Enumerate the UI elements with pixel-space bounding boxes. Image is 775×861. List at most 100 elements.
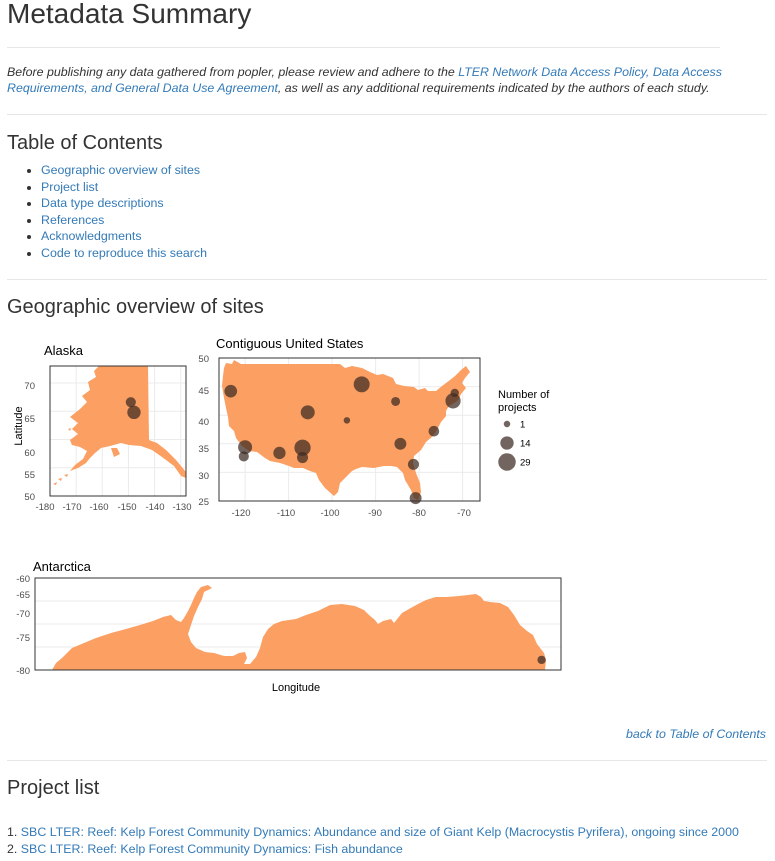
site-point: [224, 384, 238, 398]
y-tick-label: 50: [24, 492, 35, 503]
y-tick-label: 60: [24, 448, 35, 459]
x-tick-label: -170: [62, 502, 81, 513]
us-site-points: [224, 376, 461, 505]
antarctica-panel-border: [34, 577, 562, 671]
project-number: 1.: [7, 825, 18, 839]
x-axis-label: Longitude: [272, 682, 320, 694]
x-tick-label: -110: [277, 508, 295, 519]
y-tick-label: -75: [16, 633, 30, 644]
site-point: [238, 451, 249, 462]
site-point: [407, 458, 419, 470]
x-tick-label: -120: [231, 508, 250, 519]
toc-link-geographic-overview[interactable]: Geographic overview of sites: [41, 163, 201, 177]
y-tick-label: 40: [198, 417, 209, 428]
legend-key-circle: [498, 453, 516, 471]
size-legend: Number of projects 1 14 29: [498, 389, 550, 471]
y-tick-label: 70: [24, 381, 35, 392]
toc-item: Code to reproduce this search: [41, 245, 207, 262]
legend-title-line-1: Number of: [498, 389, 550, 401]
site-map-figure: Alaska 70 65 60 55 50 -180 -170 -160 -15…: [13, 336, 562, 694]
site-point: [294, 439, 311, 456]
toc-link-data-type-descriptions[interactable]: Data type descriptions: [41, 196, 164, 211]
y-axis-label: Latitude: [13, 406, 25, 445]
x-tick-label: -150: [117, 502, 136, 513]
legend-key-circle: [500, 436, 514, 450]
site-point: [391, 396, 401, 406]
site-point: [353, 376, 370, 393]
toc-list: Geographic overview of sites Project lis…: [18, 162, 207, 262]
us-panel-border: [218, 357, 481, 502]
project-number: 2.: [7, 842, 18, 856]
lter-policy-link[interactable]: LTER Network Data Access Policy, Data Ac…: [7, 65, 722, 95]
x-tick-label: -180: [35, 502, 54, 513]
site-point: [537, 655, 546, 665]
y-tick-label: 50: [198, 354, 209, 365]
intro-text-before: Before publishing any data gathered from…: [7, 65, 459, 79]
y-tick-label: 45: [198, 386, 209, 397]
x-tick-label: -100: [320, 508, 339, 519]
legend-key-circle: [503, 420, 511, 428]
project-list-item: 1. SBC LTER: Reef: Kelp Forest Community…: [7, 824, 739, 841]
geo-divider: [7, 760, 767, 761]
legend-key-label: 14: [520, 439, 531, 450]
us-panel-title: Contiguous United States: [216, 336, 364, 351]
antarctica-site-points: [537, 655, 546, 665]
intro-paragraph: Before publishing any data gathered from…: [7, 64, 747, 96]
toc-item: Acknowledgments: [41, 228, 207, 245]
toc-link-code[interactable]: Code to reproduce this search: [41, 245, 207, 260]
site-point: [238, 440, 253, 455]
y-tick-label: 25: [198, 497, 209, 508]
site-point: [445, 393, 461, 409]
toc-link-project-list[interactable]: Project list: [41, 179, 99, 194]
legend-title-line-2: projects: [498, 402, 537, 414]
x-tick-label: -80: [412, 508, 426, 519]
y-tick-label: 55: [24, 470, 35, 481]
site-point: [394, 437, 407, 450]
title-divider: [7, 47, 720, 48]
intro-divider: [7, 114, 767, 115]
x-tick-label: -160: [89, 502, 108, 513]
toc-link-references[interactable]: References: [41, 212, 105, 227]
site-point: [273, 446, 286, 460]
y-tick-label: 30: [198, 471, 209, 482]
y-tick-label: 35: [198, 444, 209, 455]
y-tick-label: -80: [16, 666, 30, 677]
toc-divider: [7, 279, 767, 280]
alaska-site-points: [125, 397, 141, 420]
site-point: [125, 397, 136, 408]
x-tick-label: -70: [457, 508, 471, 519]
geo-heading: Geographic overview of sites: [7, 296, 264, 318]
legend-keys: 1 14 29: [498, 420, 531, 471]
alaska-land: [53, 366, 186, 485]
antarctica-land: [52, 585, 546, 670]
intro-text-after: , as well as any additional requirements…: [277, 81, 710, 95]
project-list-item: 2. SBC LTER: Reef: Kelp Forest Community…: [7, 841, 739, 858]
back-to-toc-link[interactable]: back to Table of Contents: [625, 727, 766, 741]
project-link[interactable]: SBC LTER: Reef: Kelp Forest Community Dy…: [20, 842, 403, 856]
site-point: [343, 417, 351, 424]
y-tick-label: -70: [16, 609, 30, 620]
project-list-heading: Project list: [7, 777, 100, 799]
project-link[interactable]: SBC LTER: Reef: Kelp Forest Community Dy…: [20, 825, 739, 839]
site-point: [127, 405, 141, 420]
page-title: Metadata Summary: [7, 0, 252, 29]
site-point: [450, 388, 459, 398]
site-point: [300, 405, 315, 420]
toc-item: Geographic overview of sites: [41, 162, 207, 179]
legend-key-label: 1: [520, 420, 525, 431]
legend-key-label: 29: [520, 458, 531, 469]
y-tick-label: 65: [24, 414, 35, 425]
alaska-panel-title: Alaska: [44, 343, 84, 358]
site-point: [409, 492, 422, 505]
toc-item: References: [41, 212, 207, 229]
site-point: [296, 451, 309, 464]
toc-item: Project list: [41, 179, 207, 196]
project-list: 1. SBC LTER: Reef: Kelp Forest Community…: [7, 824, 739, 858]
x-tick-label: -90: [368, 508, 382, 519]
antarctica-panel-title: Antarctica: [33, 559, 92, 574]
toc-item: Data type descriptions: [41, 195, 207, 212]
y-tick-label: -65: [16, 590, 30, 601]
toc-link-acknowledgments[interactable]: Acknowledgments: [41, 229, 142, 244]
x-tick-label: -140: [145, 502, 164, 513]
y-tick-label: -60: [16, 574, 30, 585]
